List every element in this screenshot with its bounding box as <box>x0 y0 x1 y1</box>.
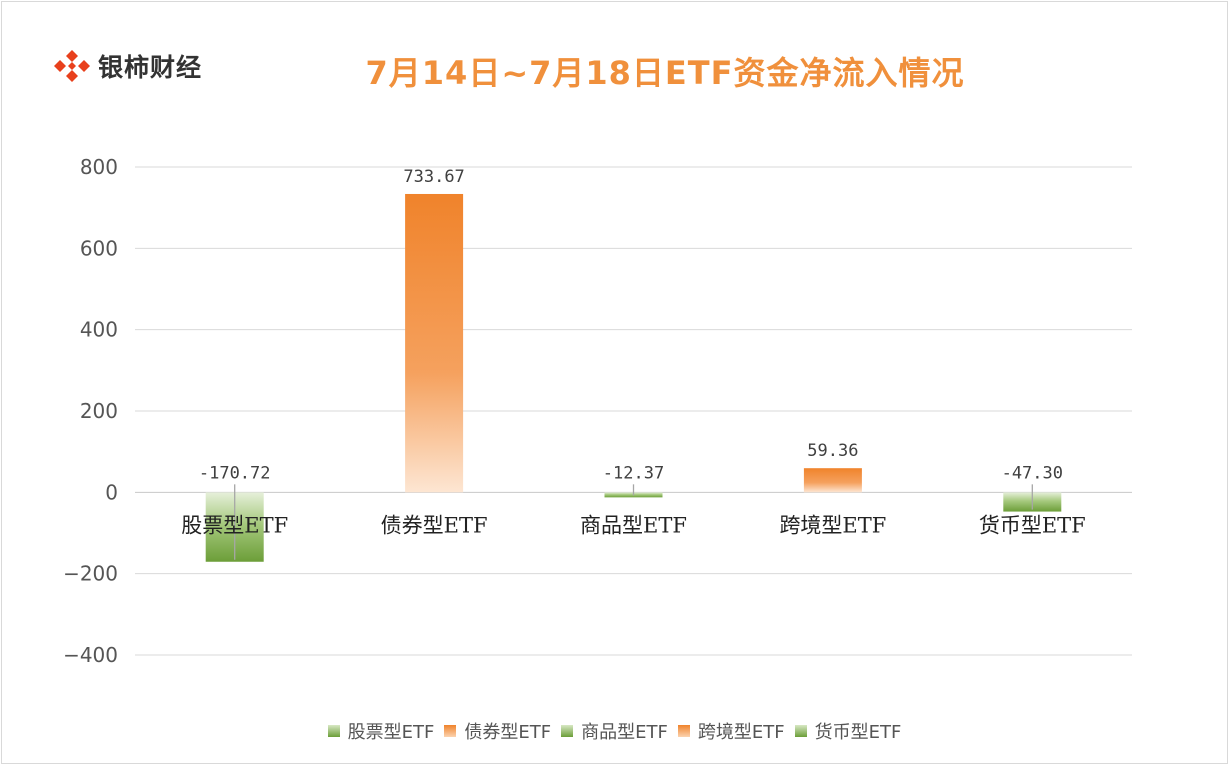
legend-swatch <box>327 725 340 737</box>
legend-item: 债券型ETF <box>444 718 551 744</box>
data-label: 59.36 <box>807 441 858 461</box>
y-tick-label: 0 <box>105 480 118 504</box>
bar <box>405 193 464 493</box>
legend-item: 货币型ETF <box>794 718 902 744</box>
x-tick-label: 股票型ETF <box>181 513 288 537</box>
legend-swatch <box>444 725 457 737</box>
y-tick-label: 600 <box>80 236 118 260</box>
legend-item: 商品型ETF <box>561 718 668 744</box>
legend-item: 跨境型ETF <box>677 718 785 744</box>
data-label: 733.67 <box>403 167 464 187</box>
legend-swatch <box>677 725 690 737</box>
x-tick-label: 跨境型ETF <box>779 513 886 537</box>
y-tick-label: −400 <box>63 643 118 667</box>
bar <box>803 468 862 493</box>
data-label: -47.30 <box>1002 463 1063 483</box>
legend-label: 货币型ETF <box>814 722 902 743</box>
legend-swatch <box>561 725 574 737</box>
legend-label: 跨境型ETF <box>697 722 785 743</box>
legend-label: 债券型ETF <box>464 722 552 743</box>
y-tick-label: 800 <box>80 155 118 179</box>
brand-logo: 银柿财经 <box>52 48 202 84</box>
data-label: -170.72 <box>199 463 271 483</box>
chart-legend: 股票型ETF 债券型ETF 商品型ETF 跨境型ETF 货币型ETF <box>0 718 1229 744</box>
chart-title: 7月14日~7月18日ETF资金净流入情况 <box>365 54 965 92</box>
y-tick-label: −200 <box>63 562 118 586</box>
x-tick-label: 债券型ETF <box>381 513 488 537</box>
y-tick-label: 400 <box>80 318 118 342</box>
legend-swatch <box>794 725 807 737</box>
diamond-tiles-logo-icon <box>54 50 90 82</box>
data-label: -12.37 <box>603 463 664 483</box>
x-tick-label: 货币型ETF <box>979 513 1086 537</box>
brand-name: 银柿财经 <box>98 53 203 82</box>
legend-label: 商品型ETF <box>581 722 668 743</box>
legend-label: 股票型ETF <box>347 722 435 743</box>
y-tick-label: 200 <box>80 399 118 423</box>
x-tick-label: 商品型ETF <box>580 513 687 537</box>
legend-item: 股票型ETF <box>327 718 435 744</box>
